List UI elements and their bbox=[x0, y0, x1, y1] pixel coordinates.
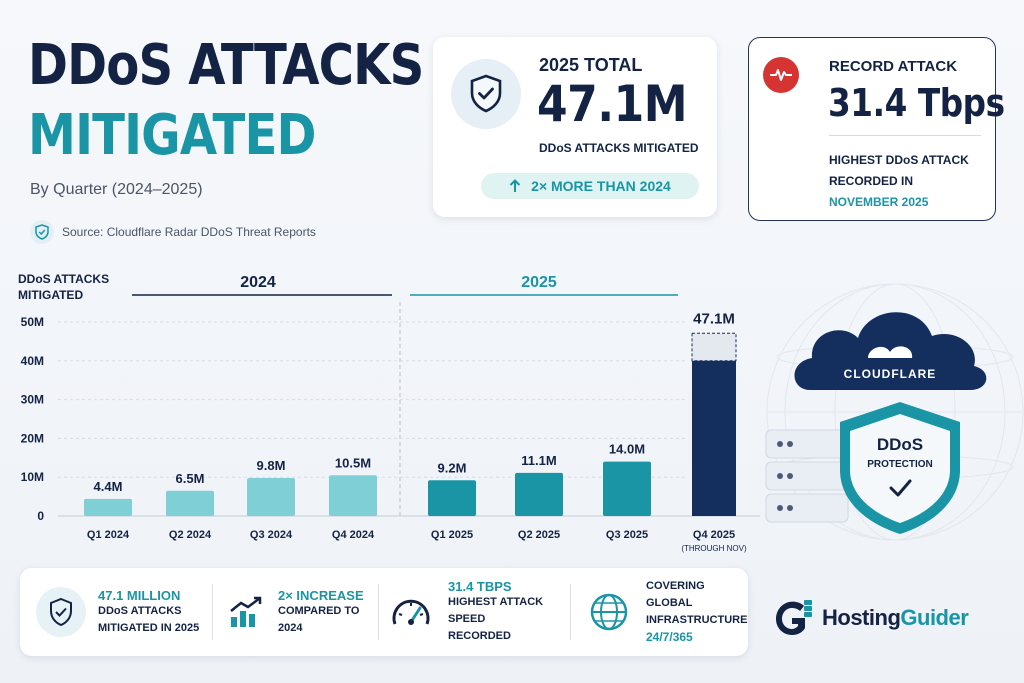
y-axis-label-line1: DDoS ATTACKS bbox=[18, 272, 109, 286]
x-tick-label: Q1 2025 bbox=[431, 529, 473, 541]
y-tick-label: 10M bbox=[21, 470, 44, 484]
page-title-line2: MITIGATED bbox=[28, 103, 317, 168]
y-tick-label: 0 bbox=[37, 509, 44, 523]
feature-speed-line1: HIGHEST ATTACK SPEED bbox=[448, 596, 544, 625]
increase-badge: 2× MORE THAN 2024 bbox=[481, 173, 699, 199]
feature-increase: 2× INCREASE COMPARED TO 2024 bbox=[226, 568, 386, 656]
globe-icon bbox=[584, 587, 634, 637]
feature-speed-head: 31.4 TBPS bbox=[448, 579, 512, 594]
y-axis-label-line2: MITIGATED bbox=[18, 288, 83, 302]
y-tick-label: 20M bbox=[21, 431, 44, 445]
bar-q1-2024 bbox=[84, 498, 132, 516]
feature-divider bbox=[378, 584, 379, 640]
record-divider bbox=[829, 135, 981, 136]
pulse-icon bbox=[763, 57, 799, 93]
page-subtitle: By Quarter (2024–2025) bbox=[30, 181, 203, 198]
bar-value-label: 9.8M bbox=[257, 458, 286, 473]
total-caption: DDoS ATTACKS MITIGATED bbox=[539, 141, 699, 155]
x-tick-label: Q4 2024 bbox=[332, 529, 375, 541]
x-tick-label: Q3 2025 bbox=[606, 529, 648, 541]
y-tick-label: 50M bbox=[21, 315, 44, 329]
total-label: 2025 TOTAL bbox=[539, 55, 643, 75]
speedometer-icon bbox=[386, 587, 436, 637]
record-caption-line3: NOVEMBER 2025 bbox=[829, 195, 929, 209]
shield-check-icon bbox=[36, 587, 86, 637]
cloudflare-protection-illustration: CLOUDFLARE DDoS PROTECTION bbox=[765, 283, 1024, 541]
bar-value-label: 9.2M bbox=[438, 460, 467, 475]
record-value: 31.4 Tbps bbox=[828, 81, 1005, 125]
record-label: RECORD ATTACK bbox=[829, 58, 958, 75]
brand-name-part2: Guider bbox=[900, 605, 969, 630]
server-rack-icon bbox=[765, 429, 849, 523]
feature-divider bbox=[212, 584, 213, 640]
checkmark-icon bbox=[889, 479, 912, 497]
feature-total-line1: DDoS ATTACKS bbox=[98, 604, 182, 617]
x-tick-label: Q1 2024 bbox=[87, 529, 130, 541]
page-title-line1: DDoS ATTACKS bbox=[28, 33, 424, 98]
feature-coverage-line1: COVERING GLOBAL bbox=[646, 580, 705, 609]
shield-label-line1: DDoS bbox=[877, 435, 923, 454]
bar-value-label: 6.5M bbox=[176, 471, 205, 486]
record-caption-line1: HIGHEST DDoS ATTACK bbox=[829, 153, 969, 167]
bar-q2-2025 bbox=[515, 472, 563, 516]
shield-label-line2: PROTECTION bbox=[867, 459, 933, 470]
x-tick-label: Q3 2024 bbox=[250, 529, 293, 541]
bar-q2-2024 bbox=[166, 490, 214, 516]
shield-check-icon bbox=[30, 220, 54, 244]
shield-icon: DDoS PROTECTION bbox=[840, 402, 960, 534]
brand-name: HostingGuider bbox=[822, 605, 969, 631]
x-tick-label: Q2 2025 bbox=[518, 529, 560, 541]
bar-chart: DDoS ATTACKS MITIGATED 2024 2025 0 10M 20M… bbox=[18, 272, 760, 553]
feature-coverage-line2: INFRASTRUCTURE bbox=[646, 614, 748, 626]
source-note: Source: Cloudflare Radar DDoS Threat Rep… bbox=[30, 220, 316, 244]
source-text: Source: Cloudflare Radar DDoS Threat Rep… bbox=[62, 225, 316, 239]
feature-total-head: 47.1 MILLION bbox=[98, 587, 181, 603]
feature-increase-line2: 2024 bbox=[278, 621, 303, 634]
x-tick-label: Q4 2025 bbox=[693, 529, 735, 541]
total-card: 2025 TOTAL 47.1M DDoS ATTACKS MITIGATED … bbox=[433, 37, 717, 217]
feature-strip: 47.1 MILLION DDoS ATTACKS MITIGATED IN 2… bbox=[20, 568, 748, 656]
bar-value-label: 10.5M bbox=[335, 455, 371, 470]
bar-q4-2024 bbox=[329, 475, 377, 516]
brand-name-part1: Hosting bbox=[822, 605, 901, 630]
cloudflare-label: CLOUDFLARE bbox=[844, 367, 937, 381]
group-label-2024: 2024 bbox=[240, 274, 276, 291]
group-label-2025: 2025 bbox=[521, 274, 557, 291]
feature-speed-line2: RECORDED bbox=[448, 630, 511, 642]
bar-value-label: 47.1M bbox=[693, 310, 735, 327]
feature-coverage: COVERING GLOBAL INFRASTRUCTURE 24/7/365 bbox=[584, 568, 748, 656]
bar-q3-2025 bbox=[603, 461, 651, 516]
feature-speed: 31.4 TBPS HIGHEST ATTACK SPEED RECORDED bbox=[386, 568, 576, 656]
feature-increase-line1: COMPARED TO bbox=[278, 604, 360, 617]
arrow-up-icon bbox=[509, 179, 521, 192]
shield-check-icon bbox=[451, 59, 521, 129]
bar-value-label: 14.0M bbox=[609, 442, 645, 457]
feature-coverage-line3: 24/7/365 bbox=[646, 630, 693, 644]
hostingguider-g-icon bbox=[776, 600, 812, 635]
growth-chart-icon bbox=[226, 587, 266, 637]
record-caption: HIGHEST DDoS ATTACK RECORDED IN NOVEMBER… bbox=[829, 150, 969, 213]
feature-divider bbox=[570, 584, 571, 640]
hostingguider-logo: HostingGuider bbox=[774, 598, 969, 638]
record-caption-line2: RECORDED IN bbox=[829, 174, 914, 188]
feature-total: 47.1 MILLION DDoS ATTACKS MITIGATED IN 2… bbox=[36, 568, 216, 656]
x-tick-note: (THROUGH NOV) bbox=[681, 544, 747, 553]
bar-q1-2025 bbox=[428, 480, 476, 516]
bar-value-label: 11.1M bbox=[521, 453, 556, 468]
bar-q3-2024 bbox=[247, 477, 295, 516]
feature-total-line2: MITIGATED IN 2025 bbox=[98, 621, 200, 634]
bar-q4-2025 bbox=[692, 360, 736, 516]
bar-value-label: 4.4M bbox=[94, 479, 123, 494]
record-card: RECORD ATTACK 31.4 Tbps HIGHEST DDoS ATT… bbox=[748, 37, 1005, 221]
bar-q4-2025-projected bbox=[691, 332, 737, 362]
increase-text: 2× MORE THAN 2024 bbox=[531, 178, 671, 194]
feature-increase-head: 2× INCREASE bbox=[278, 587, 364, 603]
y-tick-label: 40M bbox=[21, 354, 44, 368]
x-tick-label: Q2 2024 bbox=[169, 529, 212, 541]
y-tick-label: 30M bbox=[21, 393, 44, 407]
total-value: 47.1M bbox=[537, 75, 688, 133]
cloud-icon: CLOUDFLARE bbox=[794, 312, 987, 390]
